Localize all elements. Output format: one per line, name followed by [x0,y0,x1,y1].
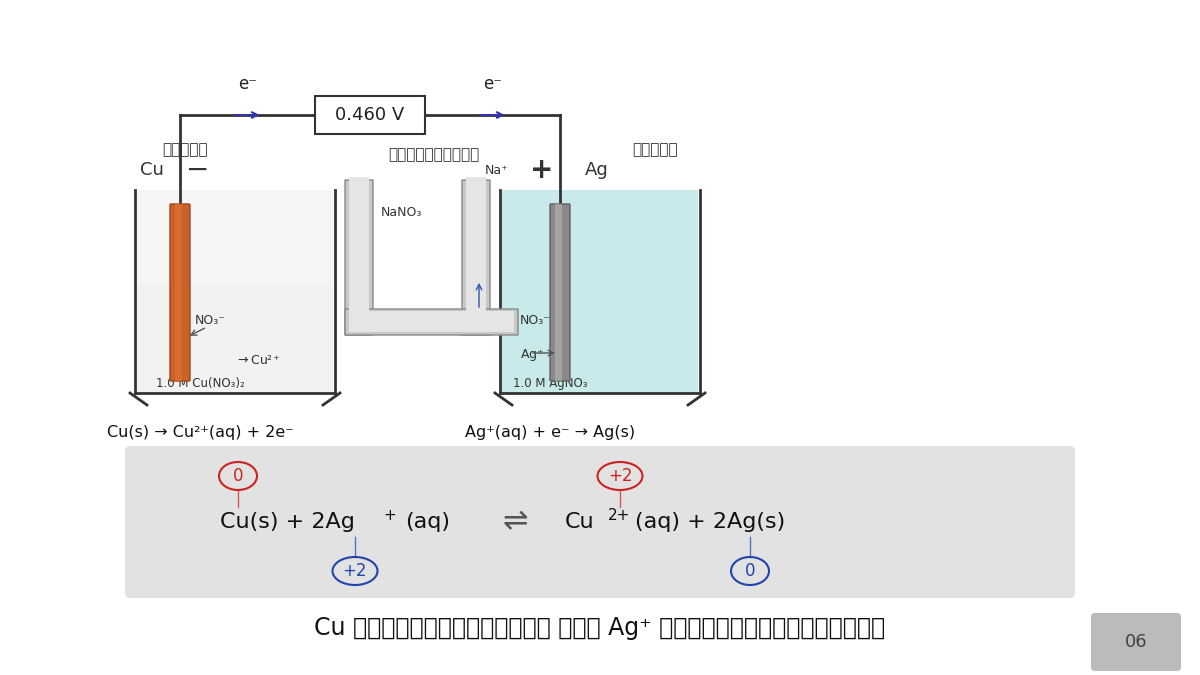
Text: e⁻: e⁻ [238,75,257,93]
FancyBboxPatch shape [349,311,514,332]
Text: $\rightarrow$Cu²⁺: $\rightarrow$Cu²⁺ [235,354,280,367]
FancyBboxPatch shape [462,180,490,335]
Text: ⇌: ⇌ [503,508,528,537]
FancyBboxPatch shape [314,96,425,134]
Text: Cu: Cu [140,161,164,179]
FancyBboxPatch shape [346,180,373,335]
Text: −: − [186,156,210,184]
FancyBboxPatch shape [346,309,518,335]
Text: 0.460 V: 0.460 V [335,106,404,124]
Text: +2: +2 [607,467,632,485]
FancyBboxPatch shape [502,190,698,393]
Text: Na⁺: Na⁺ [485,163,509,176]
Text: 2+: 2+ [608,508,630,522]
Text: NO₃⁻: NO₃⁻ [520,313,551,327]
FancyBboxPatch shape [466,177,486,332]
Text: +: + [383,508,396,522]
FancyBboxPatch shape [137,190,334,393]
Text: Ag: Ag [586,161,608,179]
Text: 0: 0 [233,467,244,485]
Text: แคโทด: แคโทด [632,142,678,157]
Text: NO₃⁻: NO₃⁻ [194,313,226,327]
FancyBboxPatch shape [550,204,570,381]
Text: แอโนด: แอโนด [162,142,208,157]
FancyBboxPatch shape [137,283,334,393]
Text: NaNO₃: NaNO₃ [382,207,422,219]
Text: Cu(s) → Cu²⁺(aq) + 2e⁻: Cu(s) → Cu²⁺(aq) + 2e⁻ [107,425,293,441]
Text: 06: 06 [1124,633,1147,651]
Text: (aq): (aq) [406,512,450,532]
Text: Cu: Cu [565,512,595,532]
Text: Ag⁺(aq) + e⁻ → Ag(s): Ag⁺(aq) + e⁻ → Ag(s) [464,425,635,441]
FancyBboxPatch shape [170,204,190,381]
FancyBboxPatch shape [125,446,1075,598]
FancyBboxPatch shape [554,204,562,381]
Text: Ag⁺ $\rightarrow$: Ag⁺ $\rightarrow$ [520,347,562,363]
Text: +: + [530,156,553,184]
Text: 1.0 M Cu(NO₃)₂: 1.0 M Cu(NO₃)₂ [156,377,245,389]
FancyBboxPatch shape [349,177,370,332]
FancyBboxPatch shape [1091,613,1181,671]
Text: +2: +2 [343,562,367,580]
Text: สะพานเกลือ: สะพานเกลือ [388,148,479,163]
Text: e⁻: e⁻ [482,75,502,93]
Text: 1.0 M AgNO₃: 1.0 M AgNO₃ [512,377,587,389]
Text: Cu(s) + 2Ag: Cu(s) + 2Ag [220,512,355,532]
Text: (aq) + 2Ag(s): (aq) + 2Ag(s) [635,512,785,532]
FancyBboxPatch shape [175,204,182,381]
Text: Cu เป็นตัวรีดิวซ์ และ Ag⁺ เป็นตัวออกซิไดส์: Cu เป็นตัวรีดิวซ์ และ Ag⁺ เป็นตัวออกซิได… [314,616,886,640]
Text: 0: 0 [745,562,755,580]
